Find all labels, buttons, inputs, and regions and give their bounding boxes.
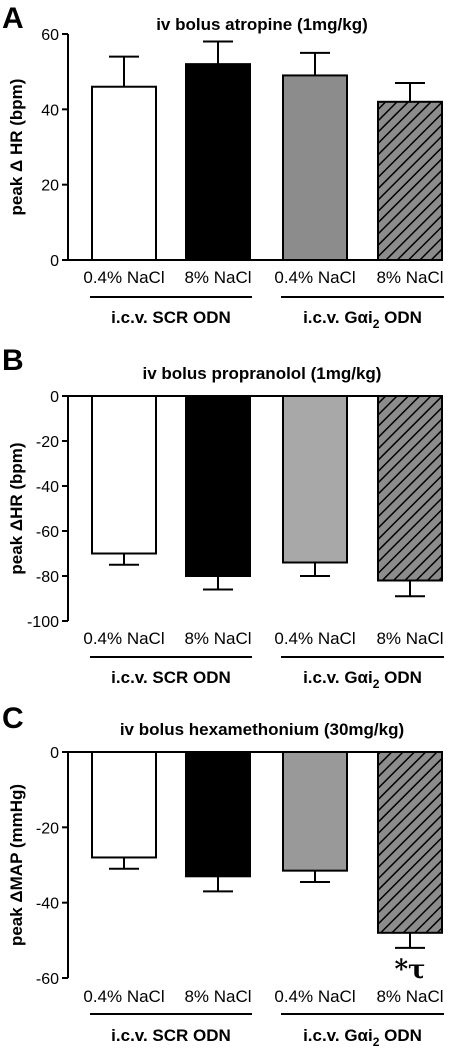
y-axis-label: peak ΔHR (bpm) <box>7 442 26 574</box>
y-tick-label: 40 <box>41 102 59 119</box>
group-label: i.c.v. SCR ODN <box>111 1026 231 1045</box>
x-category-label: 0.4% NaCl <box>274 987 355 1006</box>
y-tick-label: 0 <box>50 253 59 270</box>
chart-title: iv bolus atropine (1mg/kg) <box>156 15 368 34</box>
y-tick-label: -80 <box>36 569 59 586</box>
y-tick-label: -40 <box>36 896 59 913</box>
chart-title: iv bolus hexamethonium (30mg/kg) <box>120 720 404 739</box>
panel-letter: A <box>2 2 24 35</box>
group-label: i.c.v. Gαi2 ODN <box>303 668 422 691</box>
y-tick-label: 0 <box>50 389 59 406</box>
bar <box>377 100 443 261</box>
x-category-label: 0.4% NaCl <box>83 268 164 287</box>
group-label: i.c.v. SCR ODN <box>111 308 231 327</box>
bar <box>185 63 251 261</box>
panel-letter: B <box>2 344 24 377</box>
chart-title: iv bolus propranolol (1mg/kg) <box>143 364 382 383</box>
y-tick-label: -40 <box>36 479 59 496</box>
group-label: i.c.v. SCR ODN <box>111 668 231 687</box>
significance-annotation: *τ <box>394 955 425 985</box>
y-tick-label: -60 <box>36 524 59 541</box>
x-category-label: 0.4% NaCl <box>83 987 164 1006</box>
y-tick-label: 60 <box>41 27 59 44</box>
x-category-label: 0.4% NaCl <box>83 629 164 648</box>
x-category-label: 0.4% NaCl <box>274 268 355 287</box>
x-category-label: 8% NaCl <box>376 268 443 287</box>
bar <box>377 751 443 934</box>
y-tick-label: -60 <box>36 971 59 988</box>
y-tick-label: -20 <box>36 434 59 451</box>
bar <box>282 74 348 261</box>
bar <box>185 395 251 577</box>
group-label: i.c.v. Gαi2 ODN <box>303 1026 422 1049</box>
y-tick-label: 20 <box>41 178 59 195</box>
panel-letter: C <box>2 702 24 735</box>
x-category-label: 8% NaCl <box>184 268 251 287</box>
y-tick-label: 0 <box>50 745 59 762</box>
bar <box>185 751 251 878</box>
bar <box>282 751 348 872</box>
group-label: i.c.v. Gαi2 ODN <box>303 308 422 331</box>
bar <box>91 395 157 555</box>
y-axis-label: peak ΔMAP (mmHg) <box>7 784 26 946</box>
bar <box>91 751 157 859</box>
x-category-label: 0.4% NaCl <box>274 629 355 648</box>
bar <box>91 85 157 261</box>
bar <box>282 395 348 564</box>
y-axis-label: peak Δ HR (bpm) <box>7 79 26 216</box>
y-tick-label: -20 <box>36 820 59 837</box>
x-category-label: 8% NaCl <box>376 987 443 1006</box>
x-category-label: 8% NaCl <box>184 629 251 648</box>
bar <box>377 395 443 582</box>
x-category-label: 8% NaCl <box>184 987 251 1006</box>
y-tick-label: -100 <box>27 614 59 631</box>
x-category-label: 8% NaCl <box>376 629 443 648</box>
